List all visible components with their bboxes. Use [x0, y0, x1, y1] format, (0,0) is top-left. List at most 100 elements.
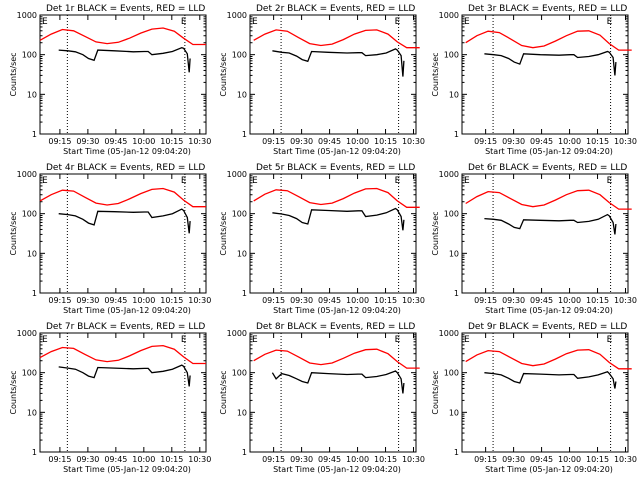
y-tick-label: 10 [237, 249, 247, 258]
event-marker: E [464, 335, 470, 345]
x-tick-label: 09:30 [76, 137, 99, 146]
x-axis-label: Start Time (05-Jan-12 09:04:20) [485, 147, 613, 156]
detector-panel: Det 5r BLACK = Events, RED = LLD 1 10 100 10… [219, 163, 425, 315]
x-axis-label: Start Time (05-Jan-12 09:04:20) [485, 306, 613, 315]
y-axis-label: Counts/sec [431, 370, 440, 414]
x-tick-label: 10:15 [586, 137, 609, 146]
event-marker: E [42, 17, 48, 27]
plot-frame [249, 332, 417, 453]
events-rate-line [272, 207, 405, 231]
x-tick-label: 09:30 [76, 296, 99, 305]
lld-rate-line [39, 27, 206, 46]
detector-panel: Det 2r BLACK = Events, RED = LLD 1 10 100 10… [219, 4, 425, 156]
y-tick-label: 1000 [17, 170, 37, 179]
x-tick-label: 10:30 [188, 296, 211, 305]
lld-rate-line [465, 30, 632, 51]
y-tick-label: 100 [232, 210, 247, 219]
y-tick-label: 10 [449, 408, 459, 417]
event-marker: E [464, 176, 470, 186]
event-marker: E [395, 17, 401, 27]
panel-title: Det 8r BLACK = Events, RED = LLD [256, 322, 415, 332]
x-tick-label: 10:15 [586, 455, 609, 464]
x-tick-label: 09:15 [48, 455, 71, 464]
panel-title: Det 7r BLACK = Events, RED = LLD [46, 322, 205, 332]
lld-rate-line [465, 349, 632, 370]
x-tick-label: 09:45 [104, 455, 127, 464]
event-marker: E [607, 335, 613, 345]
events-rate-line [484, 371, 617, 389]
x-axis-label: Start Time (05-Jan-12 09:04:20) [273, 306, 401, 315]
y-tick-label: 1 [454, 448, 459, 457]
events-rate-line [58, 364, 191, 387]
x-tick-label: 09:15 [48, 137, 71, 146]
panel-title: Det 3r BLACK = Events, RED = LLD [468, 4, 627, 14]
lld-rate-line [253, 348, 420, 369]
detector-panel: Det 7r BLACK = Events, RED = LLD 1 10 100 10… [9, 322, 211, 474]
x-tick-label: 10:15 [374, 455, 397, 464]
plot-frame [39, 332, 207, 453]
x-tick-label: 10:15 [374, 296, 397, 305]
plot-frame [249, 173, 417, 294]
y-axis-label: Counts/sec [9, 52, 18, 96]
y-tick-label: 1000 [17, 329, 37, 338]
y-tick-label: 1000 [439, 11, 459, 20]
event-marker: E [395, 335, 401, 345]
x-tick-label: 09:45 [318, 455, 341, 464]
x-axis-label: Start Time (05-Jan-12 09:04:20) [485, 465, 613, 474]
x-tick-label: 10:15 [374, 137, 397, 146]
y-tick-label: 10 [27, 249, 37, 258]
x-tick-label: 09:30 [502, 455, 525, 464]
x-tick-label: 10:15 [586, 296, 609, 305]
panel-title: Det 1r BLACK = Events, RED = LLD [46, 4, 205, 14]
y-tick-label: 100 [22, 369, 37, 378]
x-tick-label: 09:15 [474, 455, 497, 464]
x-tick-label: 09:45 [104, 296, 127, 305]
y-axis-label: Counts/sec [219, 370, 228, 414]
y-tick-label: 100 [232, 51, 247, 60]
lld-rate-line [465, 189, 632, 210]
y-tick-label: 1 [242, 448, 247, 457]
y-tick-label: 100 [444, 51, 459, 60]
y-tick-label: 1 [454, 130, 459, 139]
x-tick-label: 09:15 [262, 455, 285, 464]
plot-frame [461, 332, 629, 453]
event-marker: E [607, 176, 613, 186]
x-tick-label: 09:15 [48, 296, 71, 305]
panel-title: Det 4r BLACK = Events, RED = LLD [46, 163, 205, 173]
y-tick-label: 1 [242, 130, 247, 139]
x-tick-label: 09:45 [530, 455, 553, 464]
y-tick-label: 10 [449, 249, 459, 258]
plot-frame [461, 14, 629, 135]
y-tick-label: 1000 [439, 170, 459, 179]
event-marker: E [181, 176, 187, 186]
x-tick-label: 09:15 [262, 296, 285, 305]
x-tick-label: 10:30 [402, 137, 425, 146]
detector-panel: Det 3r BLACK = Events, RED = LLD 1 10 100 10… [431, 4, 637, 156]
y-tick-label: 1 [32, 448, 37, 457]
event-marker: E [607, 17, 613, 27]
x-tick-label: 09:15 [474, 137, 497, 146]
x-tick-label: 09:30 [76, 455, 99, 464]
events-rate-line [271, 370, 405, 394]
x-tick-label: 09:30 [290, 137, 313, 146]
plot-frame [39, 14, 207, 135]
event-marker: E [395, 176, 401, 186]
x-axis-label: Start Time (05-Jan-12 09:04:20) [63, 465, 191, 474]
event-marker: E [42, 176, 48, 186]
events-rate-line [58, 47, 191, 73]
x-tick-label: 10:30 [614, 296, 637, 305]
y-tick-label: 10 [237, 90, 247, 99]
y-tick-label: 1000 [227, 329, 247, 338]
events-rate-line [272, 48, 405, 77]
detector-panel: Det 1r BLACK = Events, RED = LLD 1 10 100 10… [9, 4, 211, 156]
x-axis-label: Start Time (05-Jan-12 09:04:20) [273, 465, 401, 474]
x-axis-label: Start Time (05-Jan-12 09:04:20) [63, 306, 191, 315]
lld-rate-line [253, 29, 420, 49]
events-rate-line [484, 213, 617, 235]
event-marker: E [252, 335, 258, 345]
y-axis-label: Counts/sec [9, 370, 18, 414]
x-tick-label: 10:30 [614, 137, 637, 146]
event-marker: E [181, 335, 187, 345]
y-tick-label: 1000 [439, 329, 459, 338]
